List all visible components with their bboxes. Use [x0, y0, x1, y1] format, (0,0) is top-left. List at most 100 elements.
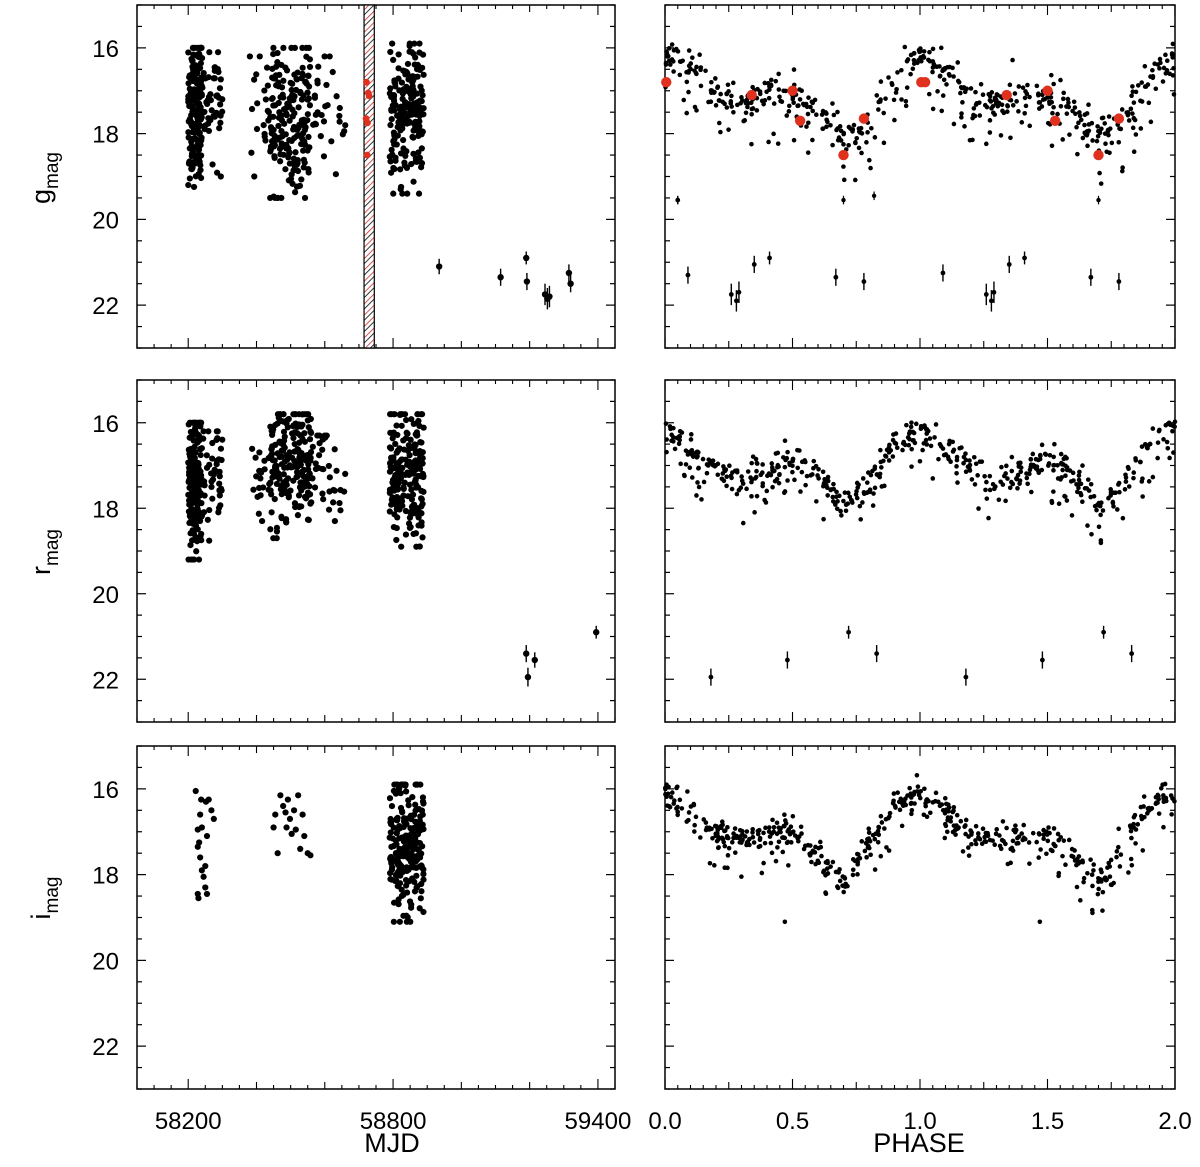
- data-point: [670, 790, 675, 795]
- data-point: [940, 93, 946, 98]
- data-point: [286, 150, 293, 157]
- data-point: [764, 488, 770, 494]
- data-point: [713, 462, 719, 468]
- data-point: [411, 501, 418, 508]
- data-point: [408, 95, 415, 102]
- data-point: [195, 459, 202, 467]
- data-point: [797, 87, 802, 92]
- data-point: [773, 451, 779, 456]
- data-point: [906, 442, 912, 448]
- data-point: [408, 416, 415, 423]
- data-point: [210, 471, 218, 478]
- data-point: [729, 93, 734, 99]
- data-point: [418, 487, 425, 494]
- data-point: [806, 95, 811, 100]
- data-point: [401, 159, 408, 166]
- data-point: [975, 473, 980, 478]
- data-point: [249, 445, 256, 452]
- data-point: [415, 806, 423, 813]
- data-point: [418, 160, 426, 167]
- data-point: [395, 882, 402, 890]
- data-point: [214, 49, 222, 56]
- data-point: [866, 830, 872, 835]
- data-point: [972, 482, 978, 487]
- data-point: [968, 86, 974, 91]
- data-point: [1096, 886, 1101, 892]
- data-point: [870, 503, 876, 508]
- data-point: [819, 112, 825, 117]
- data-point: [882, 826, 887, 831]
- data-point: [201, 126, 208, 133]
- data-point: [404, 430, 411, 437]
- x-tick-label: 2.0: [1158, 1108, 1191, 1135]
- data-point: [418, 496, 425, 503]
- data-point: [850, 129, 855, 134]
- data-point: [935, 89, 940, 94]
- data-point: [875, 472, 881, 478]
- data-point: [1081, 879, 1086, 885]
- data-point: [1126, 870, 1131, 875]
- data-point: [854, 480, 860, 486]
- data-point: [1098, 538, 1104, 543]
- data-point: [1019, 831, 1025, 836]
- data-point: [1007, 82, 1013, 88]
- data-point: [1004, 463, 1009, 469]
- data-point: [878, 79, 884, 84]
- data-point: [1096, 524, 1102, 530]
- data-point: [907, 785, 912, 791]
- data-point: [699, 497, 704, 502]
- data-point: [300, 164, 307, 171]
- data-point: [1105, 865, 1110, 870]
- data-point: [217, 112, 224, 119]
- data-point: [1169, 812, 1174, 817]
- data-point: [999, 464, 1004, 470]
- data-point: [292, 149, 299, 156]
- data-point: [696, 484, 702, 490]
- data-point: [950, 809, 956, 815]
- data-point: [1095, 891, 1101, 897]
- data-point: [190, 67, 197, 74]
- data-point: [675, 812, 680, 818]
- data-point: [306, 102, 314, 109]
- data-point: [1036, 470, 1042, 475]
- data-point: [908, 52, 914, 58]
- data-point: [390, 899, 398, 906]
- data-point: [1118, 852, 1124, 857]
- data-point: [404, 469, 411, 476]
- data-point: [292, 411, 299, 418]
- data-point: [294, 512, 302, 519]
- data-point: [187, 469, 194, 476]
- data-point: [272, 811, 279, 818]
- data-point: [400, 136, 407, 144]
- data-point: [291, 500, 299, 507]
- data-point: [983, 292, 989, 297]
- data-point: [989, 90, 995, 95]
- data-point: [408, 486, 415, 493]
- data-point: [295, 792, 302, 799]
- data-point: [197, 446, 204, 453]
- data-point: [1171, 65, 1176, 71]
- data-point: [722, 843, 728, 849]
- data-point: [767, 834, 773, 839]
- data-point: [1020, 85, 1026, 90]
- data-point: [882, 483, 887, 489]
- data-point: [322, 434, 329, 441]
- data-point: [1067, 132, 1072, 137]
- data-point: [671, 69, 676, 74]
- data-point: [415, 853, 422, 861]
- data-point: [828, 864, 833, 869]
- data-point: [1045, 838, 1051, 844]
- data-point: [677, 72, 683, 78]
- data-point: [204, 97, 211, 104]
- data-point: [1150, 474, 1156, 480]
- data-point: [998, 133, 1004, 138]
- data-point: [200, 873, 207, 880]
- data-point: [971, 454, 977, 460]
- data-point: [1074, 124, 1079, 130]
- data-point: [911, 437, 916, 443]
- data-point: [388, 858, 395, 865]
- data-point: [724, 474, 730, 480]
- data-point: [390, 96, 397, 103]
- data-point: [1126, 118, 1132, 123]
- data-point: [217, 101, 224, 108]
